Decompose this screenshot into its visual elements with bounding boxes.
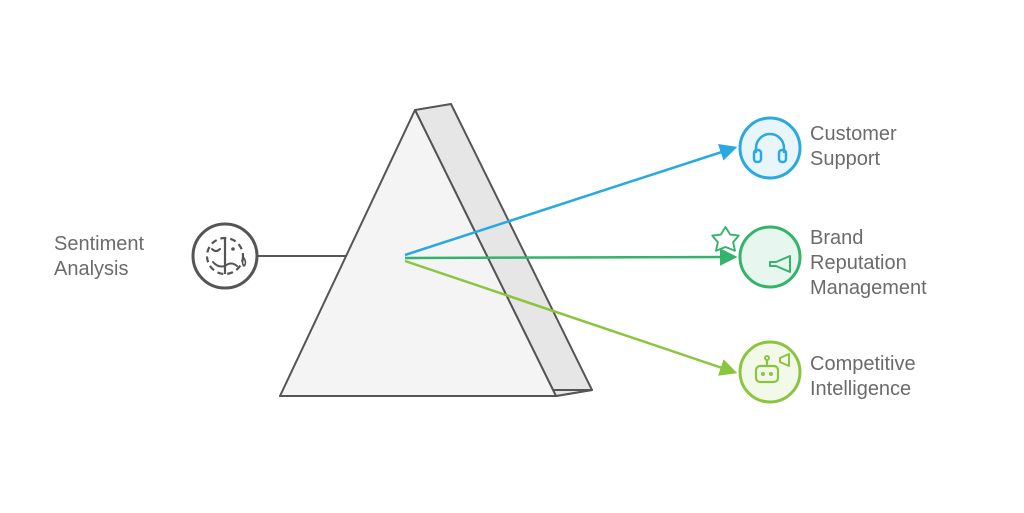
input-label-line1: Sentiment: [54, 232, 144, 257]
diagram-stage: Sentiment Analysis Customer Support Bran…: [0, 0, 1024, 513]
ray-brand-reputation: [405, 257, 734, 258]
sentiment-icon: [193, 224, 257, 288]
output-label-competitive-intelligence: Competitive Intelligence: [810, 352, 916, 402]
customer-support-icon: [740, 118, 800, 178]
prism: [280, 104, 592, 396]
input-label: Sentiment Analysis: [54, 232, 144, 282]
competitive-intelligence-icon: [740, 342, 800, 402]
input-label-line2: Analysis: [54, 257, 144, 282]
output-label-customer-support: Customer Support: [810, 122, 897, 172]
output-label-brand-reputation: Brand Reputation Management: [810, 226, 927, 301]
